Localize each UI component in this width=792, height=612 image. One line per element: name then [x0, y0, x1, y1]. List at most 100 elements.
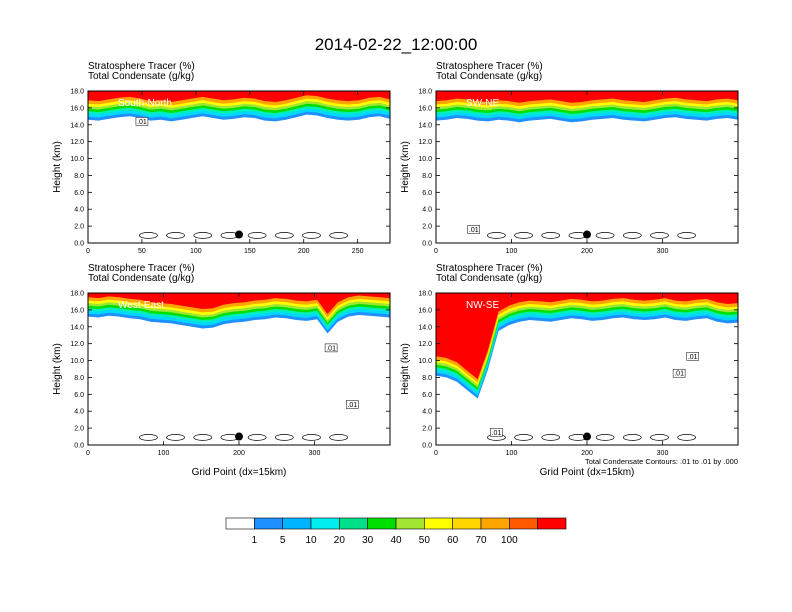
y-tick-label: 10.0	[70, 358, 84, 365]
panels: Stratosphere Tracer (%)Total Condensate …	[52, 61, 739, 478]
panel-subtitle: Stratosphere Tracer (%)	[436, 263, 543, 274]
cloud-contour	[166, 434, 185, 441]
panel-subtitle: Stratosphere Tracer (%)	[436, 61, 543, 72]
x-tick-label: 200	[298, 248, 310, 255]
y-tick-label: 12.0	[418, 139, 432, 146]
contour-label-box	[686, 352, 699, 361]
colorbar-label: 60	[447, 535, 459, 546]
panel-label: West-East	[118, 300, 164, 311]
contour-label: .01	[688, 354, 698, 361]
colorbar-label: 20	[334, 535, 346, 546]
panel-subtitle: Total Condensate (g/kg)	[88, 71, 194, 82]
cloud-contour	[274, 434, 294, 441]
tracer-band	[436, 293, 738, 393]
contour-label: .01	[137, 119, 147, 126]
x-tick-label: 0	[86, 248, 90, 255]
colorbar-label: 5	[280, 535, 286, 546]
tracer-band	[436, 293, 738, 396]
contour-label-box	[672, 368, 686, 378]
colorbar-label: 30	[362, 535, 374, 546]
plot-frame	[87, 90, 391, 244]
cloud-contour	[247, 232, 267, 239]
x-tick-label: 200	[581, 450, 593, 457]
colorbar-label: 40	[390, 535, 402, 546]
y-tick-label: 0.0	[74, 241, 84, 248]
colorbar: 1 5 10 20 30 40 50 60 70 100	[225, 517, 567, 546]
colorbar-swatch	[509, 517, 538, 530]
cloud-contour	[514, 232, 533, 239]
panel-nw-se: Stratosphere Tracer (%)Total Condensate …	[400, 263, 739, 478]
y-tick-label: 18.0	[70, 89, 84, 96]
tracer-field	[88, 91, 390, 122]
y-tick-label: 4.0	[74, 409, 84, 416]
x-axis-label: Grid Point (dx=15km)	[540, 467, 635, 478]
contour-label: .01	[674, 371, 684, 378]
panel-subtitle: Total Condensate (g/kg)	[436, 71, 542, 82]
x-tick-label: 250	[352, 248, 364, 255]
y-axis-label: Height (km)	[52, 141, 63, 193]
x-tick-label: 300	[657, 248, 669, 255]
cloud-contour	[595, 232, 615, 239]
cloud-contour	[329, 434, 349, 441]
panel-subtitle: Total Condensate (g/kg)	[88, 273, 194, 284]
colorbar-label: 100	[501, 535, 518, 546]
cloud-contour	[650, 232, 669, 239]
cloud-contour	[677, 232, 697, 239]
x-tick-label: 200	[581, 248, 593, 255]
x-tick-label: 300	[309, 450, 321, 457]
condensate-contours	[139, 434, 349, 441]
y-axis-label: Height (km)	[400, 343, 411, 395]
colorbar-label: 1	[252, 535, 258, 546]
colorbar-swatch	[480, 517, 510, 530]
y-tick-label: 18.0	[418, 291, 432, 298]
cloud-contour	[166, 232, 185, 239]
x-tick-label: 300	[657, 450, 669, 457]
y-tick-label: 8.0	[74, 375, 84, 382]
y-tick-label: 0.0	[422, 241, 432, 248]
x-tick-label: 200	[233, 450, 245, 457]
y-axis-label: Height (km)	[52, 343, 63, 395]
cloud-contour	[302, 232, 321, 239]
x-tick-label: 150	[244, 248, 256, 255]
condensate-contours	[487, 232, 697, 239]
panel-label: NW-SE	[466, 300, 499, 311]
panel-subtitle: Total Condensate (g/kg)	[436, 273, 542, 284]
colorbar-swatch	[282, 517, 312, 530]
location-marker	[583, 432, 591, 441]
panel-label: South-North	[118, 98, 172, 109]
contour-footnote: Total Condensate Contours: .01 to .01 by…	[585, 457, 738, 466]
x-tick-label: 100	[506, 248, 518, 255]
cloud-contour	[329, 232, 349, 239]
colorbar-swatch	[537, 517, 567, 530]
cloud-contour	[541, 232, 561, 239]
tracer-field	[436, 293, 738, 399]
colorbar-label: 50	[419, 535, 431, 546]
y-tick-label: 4.0	[422, 207, 432, 214]
y-tick-label: 6.0	[422, 190, 432, 197]
cloud-contour	[622, 232, 642, 239]
y-tick-label: 14.0	[418, 324, 432, 331]
x-tick-label: 0	[86, 450, 90, 457]
y-tick-label: 12.0	[70, 341, 84, 348]
colorbar-swatch	[225, 517, 255, 530]
y-tick-label: 12.0	[418, 341, 432, 348]
y-tick-label: 2.0	[422, 426, 432, 433]
cloud-contour	[139, 434, 158, 441]
panel-west-east: Stratosphere Tracer (%)Total Condensate …	[52, 263, 391, 478]
cloud-contour	[622, 434, 642, 441]
colorbar-label: 10	[305, 535, 317, 546]
tracer-field	[436, 91, 738, 123]
cloud-contour	[650, 434, 669, 441]
cloud-contour	[541, 434, 561, 441]
x-tick-label: 0	[434, 450, 438, 457]
cloud-contour	[302, 434, 321, 441]
y-tick-label: 16.0	[418, 307, 432, 314]
y-tick-label: 12.0	[70, 139, 84, 146]
panel-south-north: Stratosphere Tracer (%)Total Condensate …	[52, 61, 391, 255]
contour-label-box	[324, 343, 338, 353]
cloud-contour	[193, 434, 213, 441]
tracer-band	[88, 91, 390, 102]
tracer-band	[436, 293, 738, 380]
cloud-contour	[595, 434, 615, 441]
